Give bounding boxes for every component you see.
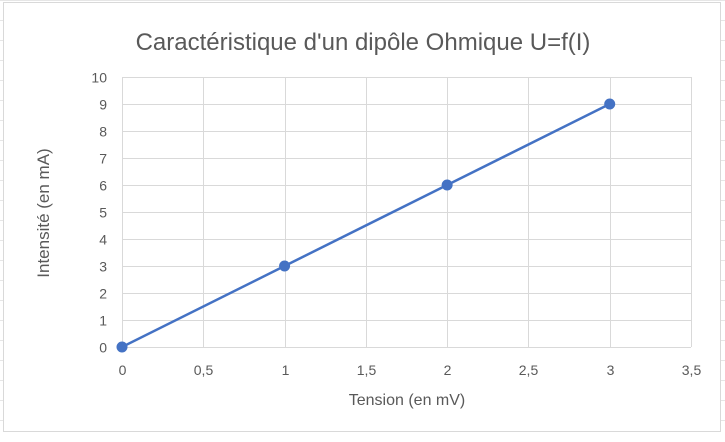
y-tick-label: 3	[99, 259, 107, 275]
x-tick-label: 0	[119, 362, 127, 378]
plot-area: 0 1 2 3 4 5 6 7 8 9 10 0 0,5 1 1,5 2 2,5 3 3,5	[91, 70, 701, 379]
chart-svg: Caractéristique d'un dipôle Ohmique U=f(…	[34, 29, 701, 409]
data-point[interactable]	[441, 179, 453, 191]
x-tick-label: 2	[444, 362, 452, 378]
y-tick-label: 8	[99, 124, 107, 140]
y-tick-label: 2	[99, 286, 107, 302]
y-tick-label: 5	[99, 205, 107, 221]
data-point[interactable]	[604, 98, 616, 110]
y-tick-label: 0	[99, 340, 107, 356]
y-tick-label: 1	[99, 313, 107, 329]
x-tick-label: 3	[607, 362, 615, 378]
x-tick-label: 1,5	[357, 362, 377, 378]
x-tick-label: 3,5	[682, 362, 702, 378]
y-axis-title: Intensité (en mA)	[34, 148, 53, 277]
x-tick-label: 2,5	[519, 362, 539, 378]
y-tick-label: 10	[91, 70, 107, 86]
chart-title: Caractéristique d'un dipôle Ohmique U=f(…	[136, 29, 591, 56]
y-tick-label: 6	[99, 178, 107, 194]
data-point[interactable]	[116, 341, 128, 353]
series-line	[121, 102, 611, 349]
x-tick-label: 0,5	[194, 362, 214, 378]
x-tick-label: 1	[282, 362, 290, 378]
y-tick-label: 7	[99, 151, 107, 167]
chart-area[interactable]: Caractéristique d'un dipôle Ohmique U=f(…	[3, 2, 721, 432]
y-tick-label: 9	[99, 97, 107, 113]
y-tick-label: 4	[99, 232, 107, 248]
data-point[interactable]	[279, 260, 291, 272]
x-axis-title: Tension (en mV)	[349, 392, 466, 409]
